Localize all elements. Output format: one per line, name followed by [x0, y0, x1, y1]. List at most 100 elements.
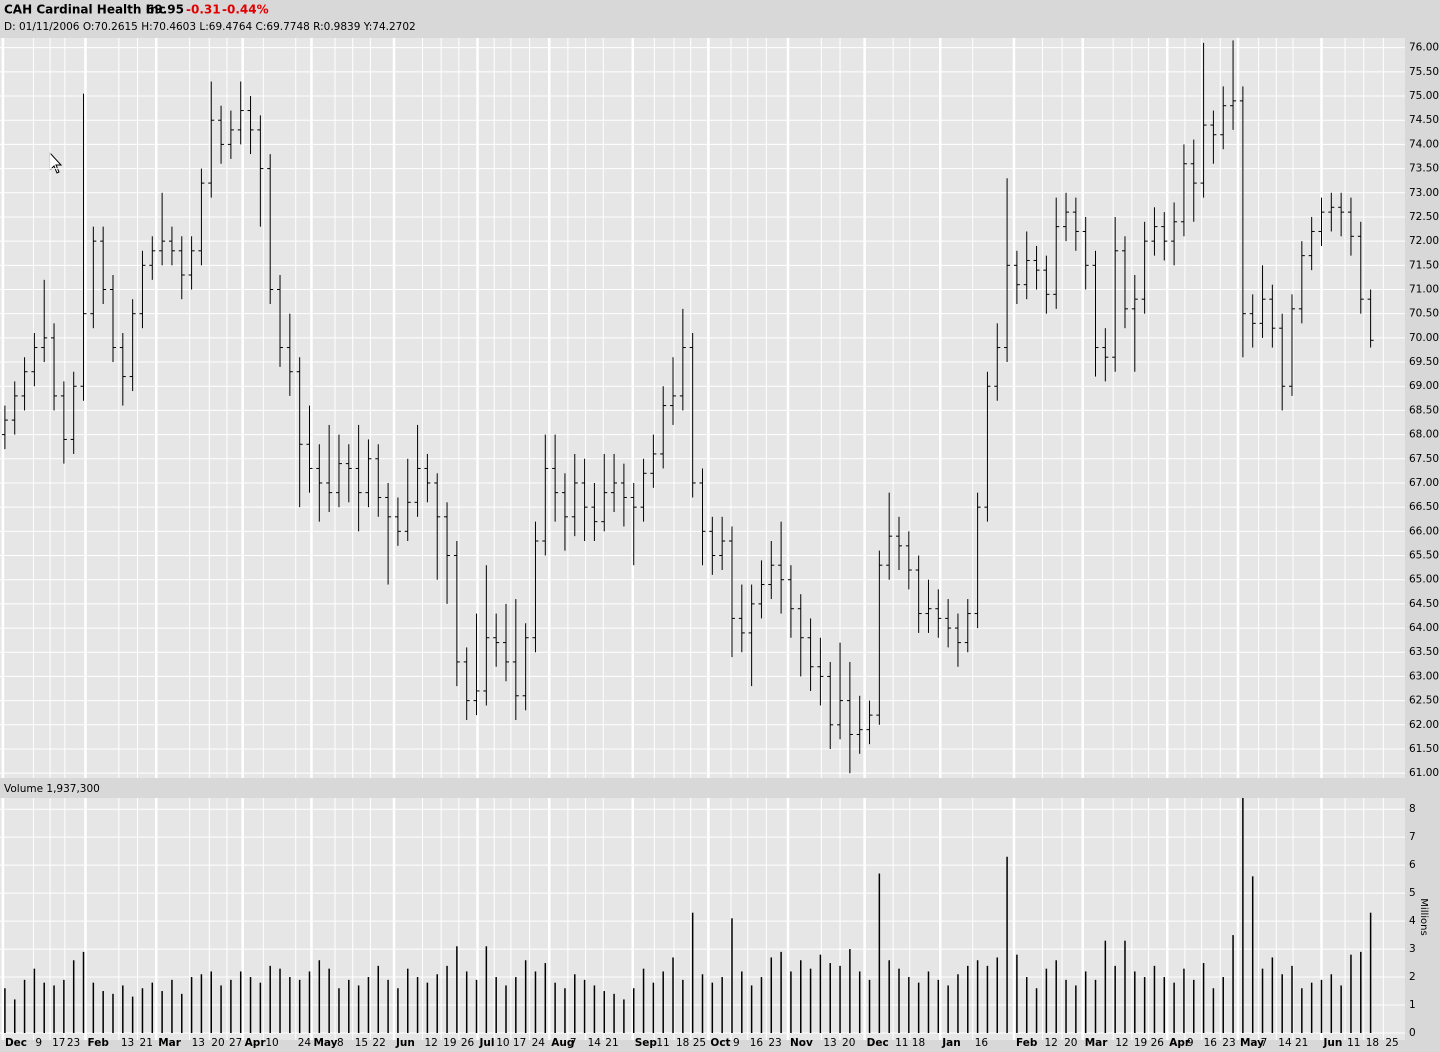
volume-bar	[249, 977, 252, 1034]
volume-bar	[1291, 965, 1293, 1034]
y-tick-label: 1	[1409, 999, 1416, 1011]
volume-bar	[574, 974, 576, 1034]
volume-bar	[23, 979, 26, 1034]
cursor	[49, 151, 63, 174]
volume-bar	[1183, 968, 1185, 1034]
volume-bar	[593, 985, 596, 1034]
y-tick-label: 66.00	[1409, 525, 1439, 537]
volume-bar	[259, 982, 262, 1034]
y-tick-label: 64.50	[1409, 598, 1439, 610]
bar-info: D: 01/11/2006 O:70.2615 H:70.4603 L:69.4…	[4, 21, 416, 33]
volume-bar	[1134, 971, 1136, 1034]
volume-bar	[986, 965, 989, 1034]
y-tick-label: 65.50	[1409, 550, 1439, 562]
x-tick-label: Apr	[245, 1037, 267, 1049]
volume-bar	[623, 999, 625, 1034]
volume-bar	[1153, 965, 1156, 1034]
volume-bar	[967, 965, 969, 1034]
volume-bar	[112, 993, 114, 1034]
volume-bar	[348, 979, 350, 1034]
y-tick-label: 70.00	[1409, 332, 1439, 344]
y-tick-label: 61.50	[1409, 743, 1439, 755]
volume-bar	[515, 977, 517, 1034]
x-tick-label: 22	[372, 1037, 385, 1049]
volume-bar	[682, 979, 684, 1034]
x-tick-label: Feb	[87, 1037, 109, 1049]
volume-bar	[849, 949, 851, 1034]
x-tick-label: 26	[1151, 1037, 1165, 1049]
volume-bar	[13, 999, 16, 1034]
volume-bar	[1016, 954, 1018, 1034]
volume-bar	[446, 965, 448, 1034]
volume-bar	[780, 951, 782, 1034]
volume-bar	[790, 971, 792, 1034]
volume-bar	[819, 954, 822, 1034]
volume-bar	[731, 918, 733, 1034]
x-tick-label: May	[1240, 1037, 1264, 1049]
volume-bar	[878, 873, 881, 1034]
volume-bar	[269, 965, 271, 1034]
volume-bar	[279, 968, 281, 1034]
y-tick-label: 62.00	[1409, 719, 1439, 731]
y-tick-label: 73.00	[1409, 187, 1439, 199]
volume-bar	[210, 971, 212, 1034]
x-tick-label: Mar	[1085, 1037, 1109, 1049]
price-panel	[0, 38, 1405, 778]
volume-bar	[181, 993, 183, 1034]
volume-bar	[1075, 985, 1077, 1034]
volume-bar	[1114, 965, 1116, 1034]
volume-bar	[63, 979, 65, 1034]
chart-title: CAH Cardinal Health Inc	[4, 3, 166, 17]
x-tick-label: 9	[733, 1037, 740, 1049]
volume-bar	[298, 979, 301, 1034]
y-tick-label: 5	[1409, 887, 1416, 899]
volume-bar	[662, 971, 664, 1034]
x-tick-label: 25	[1385, 1037, 1398, 1049]
y-tick-label: 68.00	[1409, 429, 1439, 441]
volume-bar	[721, 977, 723, 1034]
volume-bar	[456, 946, 458, 1034]
volume-bar	[839, 965, 841, 1034]
x-tick-label: Jan	[941, 1037, 960, 1049]
volume-bar	[1094, 979, 1097, 1034]
x-tick-label: 20	[211, 1037, 224, 1049]
volume-bar	[4, 988, 6, 1034]
x-tick-label: May	[313, 1037, 337, 1049]
volume-bar	[544, 963, 547, 1034]
x-tick-label: 26	[461, 1037, 475, 1049]
volume-bar	[1212, 988, 1215, 1034]
x-tick-label: 12	[424, 1037, 437, 1049]
volume-bar	[564, 988, 566, 1034]
x-tick-label: 25	[693, 1037, 706, 1049]
volume-bar	[495, 977, 497, 1034]
volume-bar	[161, 991, 163, 1034]
y-tick-label: 75.50	[1409, 66, 1439, 78]
y-tick-label: 8	[1409, 803, 1416, 815]
volume-bar	[711, 982, 714, 1034]
volume-bar	[750, 985, 753, 1034]
x-tick-label: 19	[443, 1037, 456, 1049]
volume-bar	[996, 957, 999, 1034]
x-tick-label: 20	[842, 1037, 855, 1049]
volume-bar	[1084, 971, 1087, 1034]
volume-bar	[92, 982, 95, 1034]
volume-bar	[937, 979, 940, 1034]
x-tick-label: 13	[192, 1037, 205, 1049]
volume-bar	[642, 968, 645, 1034]
price-change-pct: -0.44%	[222, 3, 269, 17]
volume-bar	[1202, 963, 1205, 1034]
x-tick-label: 13	[121, 1037, 134, 1049]
y-tick-label: 73.50	[1409, 163, 1439, 175]
volume-bar	[1320, 979, 1323, 1034]
y-tick-label: 63.00	[1409, 670, 1439, 682]
x-tick-label: 24	[298, 1037, 312, 1049]
y-tick-label: 63.50	[1409, 646, 1439, 658]
x-tick-label: 11	[656, 1037, 669, 1049]
x-tick-label: 7	[1261, 1037, 1268, 1049]
volume-bar	[200, 974, 203, 1034]
x-tick-label: Dec	[867, 1037, 889, 1049]
volume-bar	[328, 968, 330, 1034]
y-tick-label: 70.50	[1409, 308, 1439, 320]
volume-bar	[53, 985, 55, 1034]
